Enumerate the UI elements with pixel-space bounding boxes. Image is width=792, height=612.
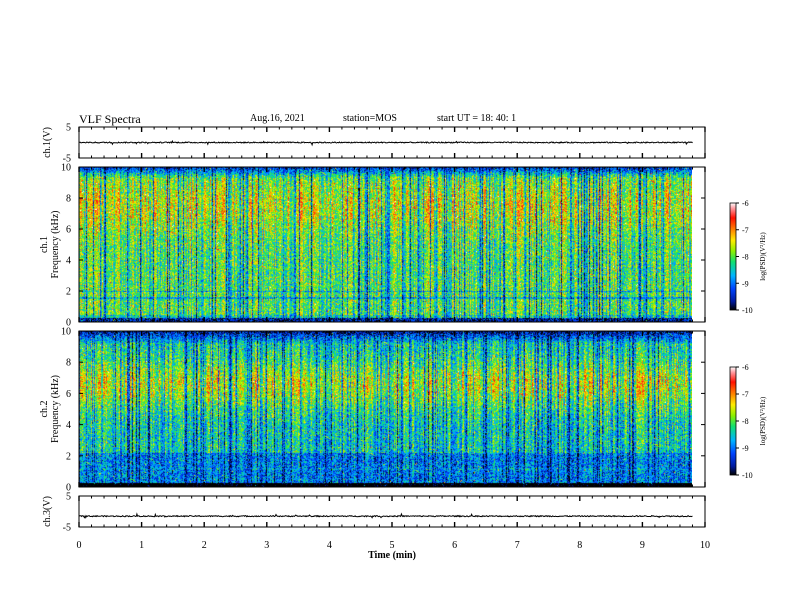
y-tick-label: 8 [66, 194, 71, 205]
colorbar-label-ch1: log(PSD)(V²/Hz) [759, 232, 767, 281]
y-tick-label: 0 [66, 483, 71, 494]
colorbar-tick-label: -8 [742, 253, 749, 262]
colorbar-ch1 [729, 202, 737, 311]
waveform-trace-ch1 [78, 139, 693, 147]
y-tick-label: 2 [66, 451, 71, 462]
colorbar-ch2 [729, 366, 737, 476]
y-tick-label: 10 [61, 163, 71, 174]
colorbar-tick-label: -10 [742, 306, 753, 315]
colorbar-tick-label: -7 [742, 390, 749, 399]
colorbar-tick-label: -6 [742, 199, 749, 208]
colorbar-tick-label: -9 [742, 279, 749, 288]
x-tick-label: 7 [515, 540, 520, 551]
colorbar-tick-label: -9 [742, 444, 749, 453]
y-tick-label: 5 [66, 123, 71, 134]
colorbar-label-ch2: log(PSD)(V²/Hz) [759, 396, 767, 445]
y-axis-label-ch2: ch.2 [39, 401, 50, 418]
x-tick-label: 0 [77, 540, 82, 551]
x-tick-label: 8 [577, 540, 582, 551]
y-axis-label-ch1-v: ch.1(V) [42, 127, 53, 158]
y-tick-label: -5 [63, 523, 71, 534]
x-tick-label: 2 [202, 540, 207, 551]
y-tick-label: 5 [66, 492, 71, 503]
figure-title: VLF Spectra [79, 112, 141, 126]
y-tick-label: 0 [66, 318, 71, 329]
y-axis-label-frequency-ch1: Frequency (kHz) [50, 210, 61, 278]
date-label: Aug.16, 2021 [250, 113, 305, 124]
x-tick-label: 5 [390, 540, 395, 551]
x-axis-label: Time (min) [368, 550, 416, 561]
spectrogram-image-ch1 [79, 167, 692, 322]
y-axis-label-ch1: ch.1 [39, 236, 50, 253]
x-tick-label: 9 [640, 540, 645, 551]
y-tick-label: 2 [66, 287, 71, 298]
spectrogram-image-ch2 [79, 331, 692, 487]
waveform-trace-ch3 [78, 512, 693, 519]
x-tick-label: 3 [264, 540, 269, 551]
y-axis-label-frequency-ch2: Frequency (kHz) [50, 375, 61, 443]
y-tick-label: 8 [66, 358, 71, 369]
y-tick-label: 6 [66, 225, 71, 236]
colorbar-tick-label: -8 [742, 417, 749, 426]
x-tick-label: 1 [139, 540, 144, 551]
y-tick-label: 4 [66, 256, 71, 267]
station-label: station=MOS [343, 113, 397, 124]
y-tick-label: -5 [63, 154, 71, 165]
x-tick-label: 6 [452, 540, 457, 551]
y-axis-label-ch3-v: ch.3(V) [42, 496, 53, 527]
x-tick-label: 10 [700, 540, 710, 551]
y-tick-label: 10 [61, 327, 71, 338]
y-tick-label: 4 [66, 420, 71, 431]
colorbar-tick-label: -6 [742, 363, 749, 372]
colorbar-tick-label: -7 [742, 226, 749, 235]
colorbar-tick-label: -10 [742, 471, 753, 480]
y-tick-label: 6 [66, 389, 71, 400]
start-time-label: start UT = 18: 40: 1 [437, 113, 517, 124]
x-tick-label: 4 [327, 540, 332, 551]
